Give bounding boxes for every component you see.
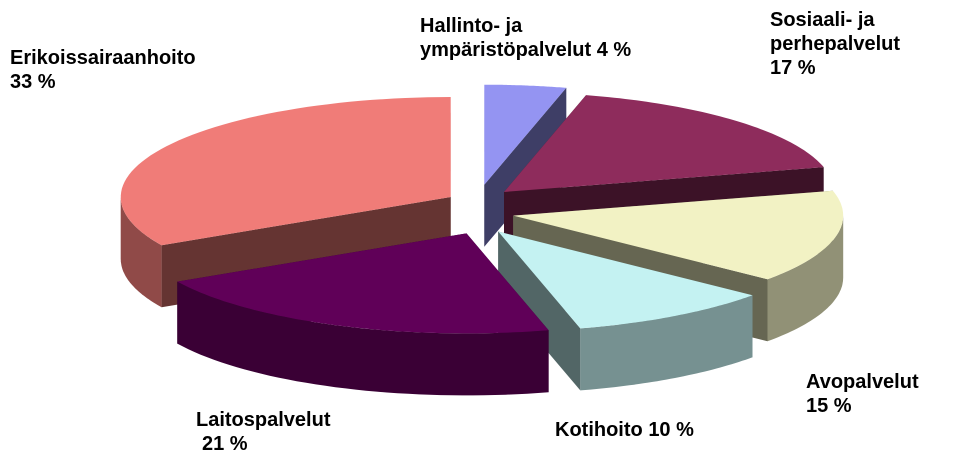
slice-wall [767, 215, 844, 342]
slice-wall [177, 281, 549, 396]
category-label: Hallinto- ja ympäristöpalvelut [420, 15, 592, 61]
label: Hallinto- ja ympäristöpalvelut 4 % [420, 14, 631, 62]
slice-wall [580, 295, 753, 391]
slice [498, 231, 753, 329]
slice [504, 95, 824, 192]
slice [177, 233, 549, 334]
label: Laitospalvelut 21 % [196, 408, 330, 456]
slice [484, 84, 567, 185]
label: Erikoissairaanhoito 33 % [10, 46, 196, 94]
value-label: 15 % [806, 395, 852, 417]
slice-side [498, 231, 581, 391]
value-label: 33 % [10, 71, 56, 93]
label: Sosiaali- ja perhepalvelut 17 % [770, 8, 900, 80]
value-label: 21 % [202, 433, 248, 455]
slice [120, 97, 451, 246]
category-label: Laitospalvelut [196, 409, 331, 431]
slice-wall [120, 197, 162, 308]
label: Avopalvelut 15 % [806, 370, 919, 418]
category-label: Sosiaali- ja perhepalvelut [770, 9, 901, 55]
slice [513, 190, 844, 280]
category-label: Kotihoito [555, 419, 643, 441]
value-label: 4 % [596, 39, 632, 61]
label: Kotihoito 10 % [555, 418, 694, 442]
category-label: Erikoissairaanhoito [10, 47, 196, 69]
value-label: 17 % [770, 57, 816, 79]
value-label: 10 % [648, 419, 694, 441]
category-label: Avopalvelut [806, 371, 919, 393]
